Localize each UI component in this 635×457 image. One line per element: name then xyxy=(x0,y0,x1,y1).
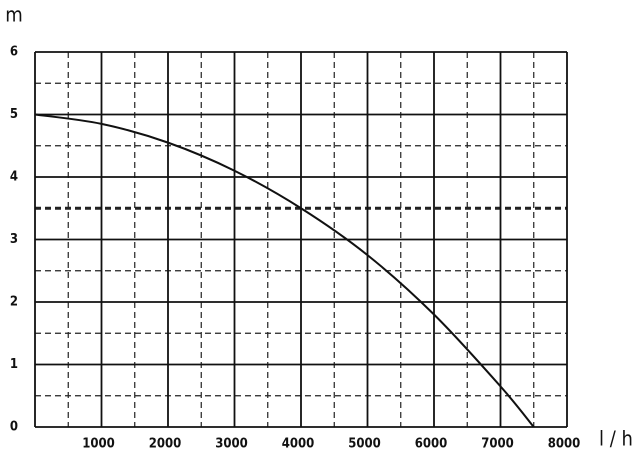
x-tick-label: 4000 xyxy=(282,437,315,452)
x-tick-label: 5000 xyxy=(348,437,381,452)
y-tick-label: 0 xyxy=(10,420,18,435)
x-tick-label: 2000 xyxy=(149,437,182,452)
x-tick-label: 3000 xyxy=(215,437,248,452)
y-tick-label: 6 xyxy=(10,45,18,60)
y-axis-label: m xyxy=(5,3,23,27)
y-tick-label: 1 xyxy=(10,357,18,372)
y-tick-label: 2 xyxy=(10,295,18,310)
x-tick-label: 7000 xyxy=(481,437,514,452)
x-tick-label: 8000 xyxy=(548,437,581,452)
curve xyxy=(34,113,535,428)
x-tick-label: 6000 xyxy=(415,437,448,452)
y-tick-label: 3 xyxy=(10,232,18,247)
y-tick-label: 5 xyxy=(10,107,18,122)
x-tick-label: 1000 xyxy=(82,437,115,452)
y-tick-label: 4 xyxy=(10,170,18,185)
x-axis-label: l / h xyxy=(599,427,633,451)
